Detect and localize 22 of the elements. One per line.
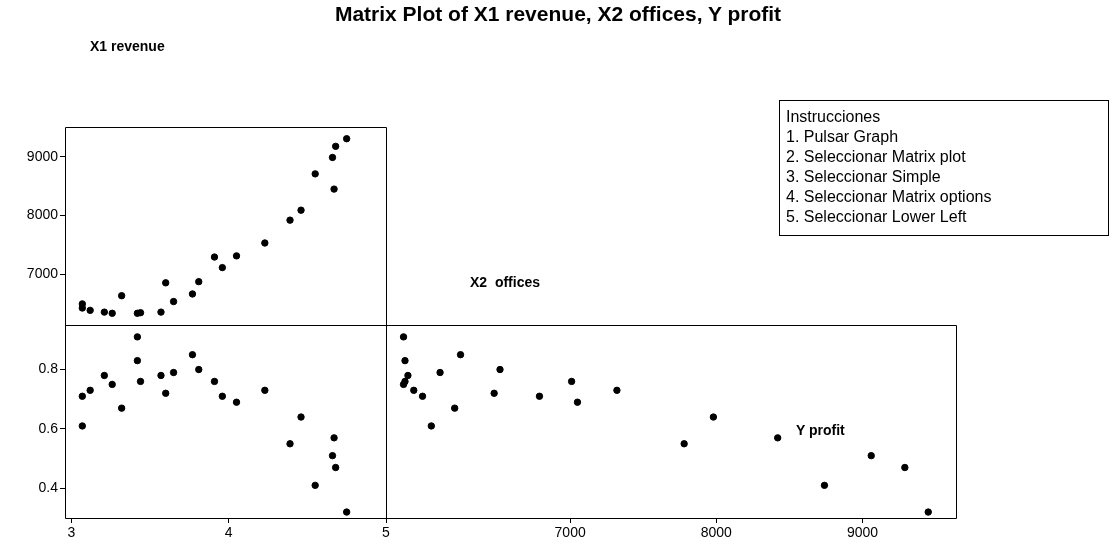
annotation: Y profit [796,422,845,438]
y-tick-label: 7000 [26,264,59,281]
text: X2 offices [470,274,541,290]
y-tick-label: 0.6 [38,419,59,436]
y-tick-label: 0.8 [38,360,59,377]
text: 2. Seleccionar Matrix plot [786,147,967,167]
text: Matrix Plot of X1 revenue, X2 offices, Y profit [333,2,783,26]
x-tick-label: 7000 [554,524,586,541]
text: X1 revenue [90,38,165,54]
text: Instrucciones [786,107,882,127]
x-tick-label: 3 [67,524,76,541]
text: 5. Seleccionar Lower Left [786,207,968,227]
x-tick-label: 8000 [700,524,733,541]
x-tick-label: 4 [224,524,233,541]
x-tick-label: 5 [382,524,391,541]
x-tick-label: 9000 [846,524,879,541]
text: 4. Seleccionar Matrix options [786,187,993,207]
text: 1. Pulsar Graph [786,127,900,147]
text: 3. Seleccionar Simple [786,167,942,187]
y-tick-label: 8000 [26,206,59,223]
y-tick-label: 0.4 [38,479,59,496]
y-tick-label: 9000 [26,147,59,164]
